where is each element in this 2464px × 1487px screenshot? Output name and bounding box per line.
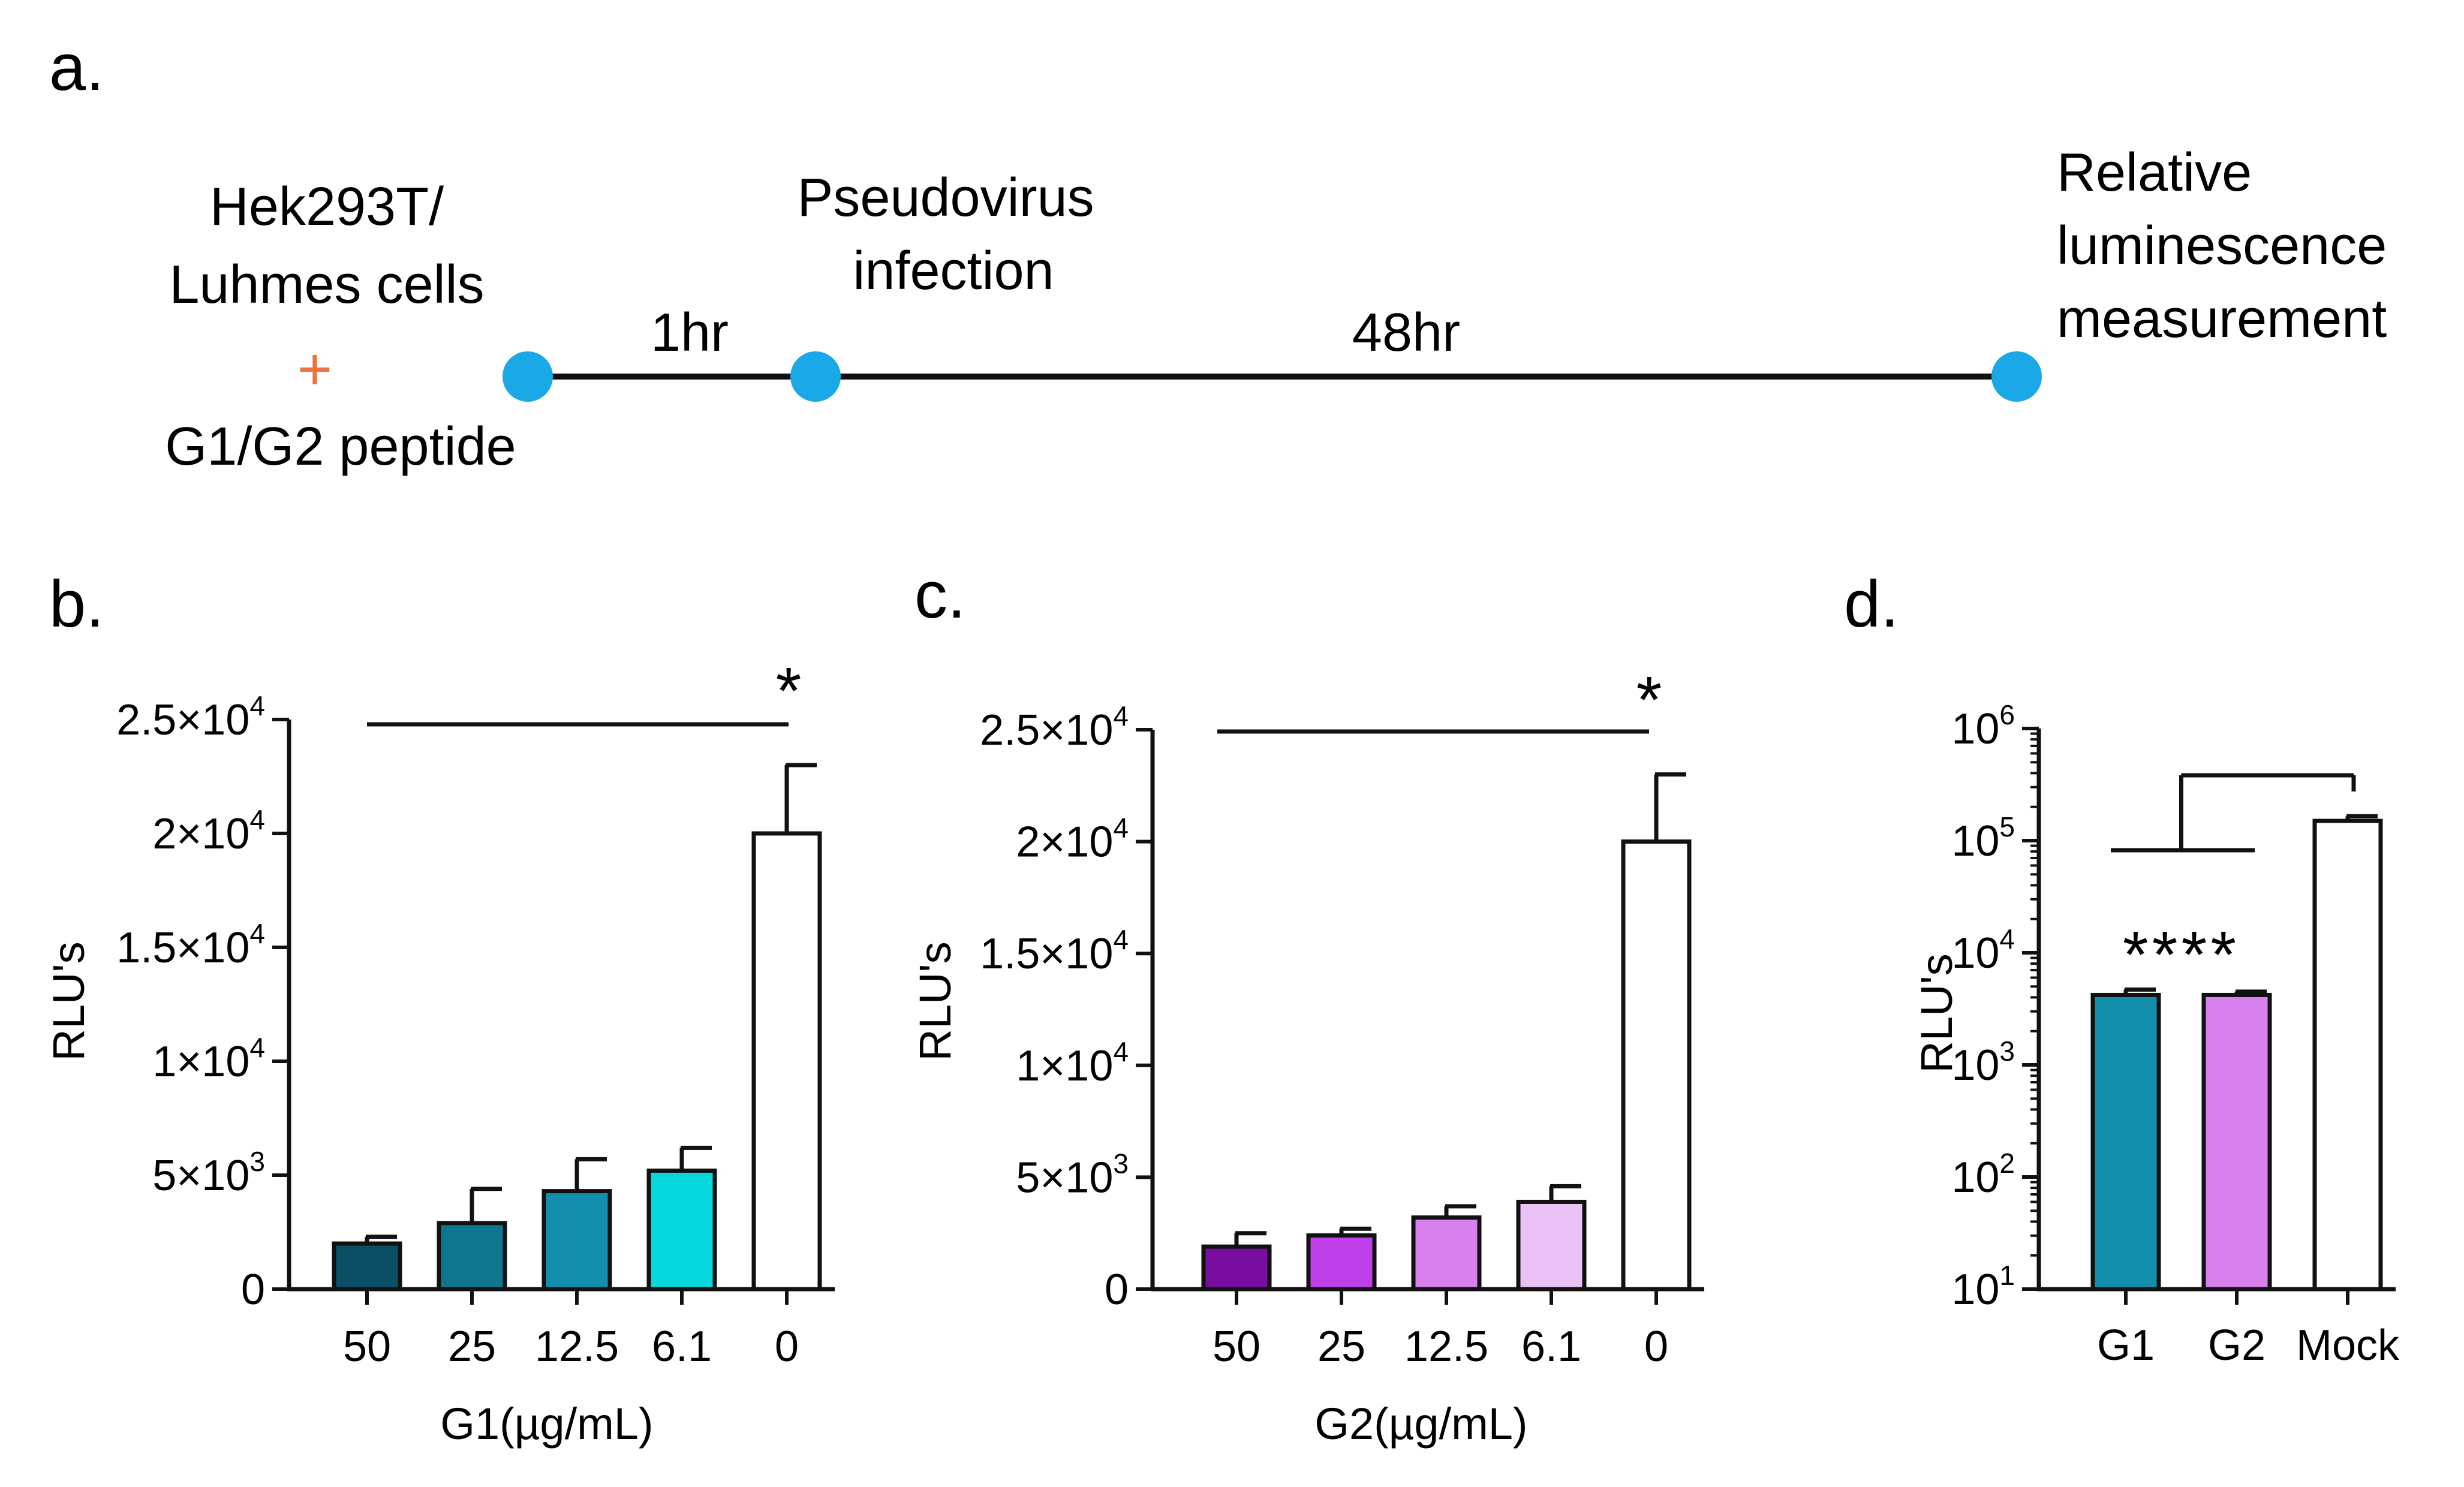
panel-a: a. Hek293T/ Luhmes cells + G1/G2 peptide… bbox=[49, 31, 2387, 477]
y-axis-title: RLU's bbox=[1912, 953, 1961, 1073]
bar-6.1 bbox=[646, 1168, 717, 1292]
chart-c: 0 5×103 1×104 1.5×104 2×104 2.5×104 50 25 12.5 6.… bbox=[910, 663, 1704, 1449]
y-tick-label: 101 bbox=[1951, 1260, 2015, 1314]
bar-12.5 bbox=[541, 1189, 612, 1292]
timeline-end-dot bbox=[1991, 351, 2042, 402]
x-tick-label: Mock bbox=[2296, 1322, 2400, 1369]
duration-1hr: 1hr bbox=[651, 303, 729, 363]
bar-6.1 bbox=[1516, 1199, 1587, 1292]
y-tick-label: 2.5×104 bbox=[116, 690, 265, 744]
chart-d: 101 102 103 104 105 106 G1 G2 Mock RLU's **** bbox=[1912, 699, 2400, 1369]
bar-50 bbox=[332, 1241, 402, 1292]
x-tick-label: 25 bbox=[1317, 1323, 1365, 1371]
y-tick-label: 104 bbox=[1951, 923, 2015, 977]
x-tick-label: 12.5 bbox=[535, 1323, 619, 1371]
cells-label-line2: Luhmes cells bbox=[169, 255, 484, 315]
y-tick-label: 1.5×104 bbox=[980, 924, 1129, 978]
panel-b-label: b. bbox=[49, 567, 104, 641]
x-tick-label: G1 bbox=[2097, 1322, 2155, 1369]
y-tick-label: 2×104 bbox=[152, 804, 265, 858]
y-axis-title: RLU's bbox=[910, 941, 960, 1061]
duration-48hr: 48hr bbox=[1352, 303, 1460, 363]
panel-a-label: a. bbox=[49, 31, 104, 104]
significance-stars: **** bbox=[2123, 918, 2240, 992]
x-tick-label: 0 bbox=[775, 1323, 799, 1371]
chart-b: 0 5×103 1×104 1.5×104 2×104 2.5×104 50 25 12.5 6.… bbox=[44, 654, 835, 1449]
bar-0 bbox=[1621, 839, 1692, 1292]
panel-c-label: c. bbox=[914, 558, 966, 632]
significance-star: * bbox=[776, 654, 802, 728]
bar-Mock bbox=[2312, 818, 2383, 1292]
infection-label-line2: infection bbox=[853, 241, 1054, 301]
bar-G1 bbox=[2090, 992, 2161, 1292]
y-tick-label: 1.5×104 bbox=[116, 918, 265, 972]
x-tick-label: 50 bbox=[1213, 1323, 1260, 1371]
x-tick-label: G2 bbox=[2208, 1322, 2266, 1369]
y-tick-label: 2.5×104 bbox=[980, 700, 1129, 754]
x-tick-label: 25 bbox=[448, 1323, 496, 1371]
y-tick-label: 0 bbox=[241, 1266, 265, 1314]
y-axis-title: RLU's bbox=[44, 941, 94, 1061]
plus-sign: + bbox=[297, 336, 332, 403]
y-tick-label: 102 bbox=[1951, 1148, 2015, 1202]
readout-label-line3: measurement bbox=[2057, 289, 2387, 349]
readout-label-line2: luminescence bbox=[2057, 216, 2387, 276]
timeline-infection-dot bbox=[790, 351, 841, 402]
x-tick-label: 12.5 bbox=[1404, 1323, 1488, 1371]
y-tick-label: 105 bbox=[1951, 811, 2015, 865]
bar-12.5 bbox=[1411, 1215, 1482, 1292]
bar-0 bbox=[751, 831, 822, 1292]
x-axis-title: G1(µg/mL) bbox=[440, 1399, 653, 1449]
y-tick-label: 1×104 bbox=[152, 1032, 265, 1086]
bar-G2 bbox=[2201, 992, 2272, 1292]
timeline-start-dot bbox=[503, 351, 553, 402]
infection-label-line1: Pseudovirus bbox=[797, 168, 1094, 228]
bar-50 bbox=[1201, 1244, 1272, 1292]
peptide-label: G1/G2 peptide bbox=[165, 417, 516, 477]
x-tick-label: 50 bbox=[343, 1323, 391, 1371]
bar-25 bbox=[1306, 1233, 1377, 1292]
y-tick-label: 5×103 bbox=[152, 1146, 265, 1200]
x-tick-label: 6.1 bbox=[1521, 1323, 1581, 1371]
panel-d-label: d. bbox=[1844, 567, 1899, 641]
y-tick-label: 2×104 bbox=[1016, 812, 1129, 866]
y-tick-label: 0 bbox=[1105, 1266, 1129, 1314]
y-tick-label: 103 bbox=[1951, 1036, 2015, 1089]
x-tick-label: 6.1 bbox=[652, 1323, 712, 1371]
y-tick-label: 1×104 bbox=[1016, 1036, 1129, 1090]
y-tick-label: 106 bbox=[1951, 699, 2015, 753]
readout-label-line1: Relative bbox=[2057, 143, 2252, 203]
cells-label-line1: Hek293T/ bbox=[210, 177, 444, 237]
y-tick-label: 5×103 bbox=[1016, 1148, 1129, 1202]
significance-star: * bbox=[1636, 663, 1662, 737]
x-tick-label: 0 bbox=[1644, 1323, 1668, 1371]
x-axis-title: G2(µg/mL) bbox=[1314, 1399, 1527, 1449]
bar-25 bbox=[437, 1221, 507, 1292]
